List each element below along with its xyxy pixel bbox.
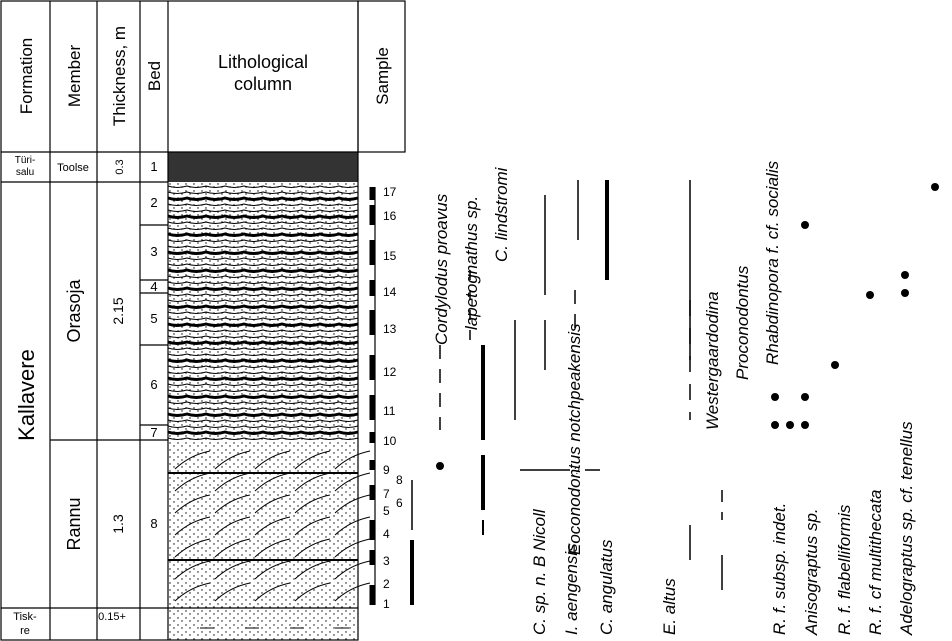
header-thickness: Thickness, m: [110, 26, 129, 126]
sample-label: 2: [383, 577, 390, 591]
taxon-label: C. lindstromi: [492, 166, 511, 262]
taxon-label: I. aengensis: [562, 543, 581, 635]
header-member: Member: [65, 44, 84, 107]
taxon-label: R. f. cf multithecata: [866, 490, 885, 636]
bed-label: 1: [150, 159, 157, 174]
thickness-label: 1.3: [110, 514, 126, 534]
sample-label: 9: [383, 463, 390, 477]
formation-label: Kallavere: [14, 349, 39, 441]
sample-label: 3: [383, 554, 390, 568]
taxon-label: Proconodontus: [733, 265, 752, 380]
sample-label: 1: [383, 597, 390, 611]
taxon-label: R. f. subsp. indet.: [770, 503, 789, 635]
taxon-label: E. altus: [660, 578, 679, 635]
formation-label: Türi-: [15, 155, 36, 166]
header-lithology: column: [234, 74, 292, 94]
taxon-label: Westergaardodina: [703, 291, 722, 430]
ranges: [410, 180, 723, 605]
bed-label: 7: [150, 425, 157, 440]
member-label: Rannu: [64, 497, 84, 550]
header-lithology: Lithological: [218, 52, 308, 72]
bed-label: 4: [150, 279, 157, 294]
sample-label: 12: [383, 365, 397, 379]
taxon-label: Adelograptus sp. cf. tenellus: [897, 421, 916, 636]
taxon-label: Cordylodus proavus: [432, 193, 451, 345]
thickness-label: 0.15+: [98, 611, 126, 623]
sample-label: 16: [383, 209, 397, 223]
sample-label: 14: [383, 285, 397, 299]
query-mark: ?: [574, 466, 580, 477]
sample-label: 13: [383, 322, 397, 336]
occurrences: [436, 183, 939, 470]
taxon-label: lapetognathus sp.: [462, 196, 481, 330]
sample-label: 17: [383, 185, 397, 199]
bed-label: 8: [150, 516, 157, 531]
thickness-label: 2.15: [110, 297, 126, 324]
formation-label: Tisk-: [13, 611, 37, 623]
taxon-label: Eoconodontus notchpeakensis: [565, 323, 584, 555]
thickness-label: 0.3: [114, 159, 126, 174]
formation-label: salu: [16, 167, 34, 178]
taxon-label: R. f. flabelliformis: [835, 504, 854, 635]
bed-label: 3: [150, 244, 157, 259]
taxon-label: C. angulatus: [597, 539, 616, 635]
sample-label: 8: [396, 473, 403, 487]
member-label: Orasoja: [64, 279, 84, 343]
table-frame: [0, 0, 406, 641]
lithology: [167, 152, 371, 641]
taxon-label: Rhabdinopora f. cf. socialis: [763, 160, 782, 365]
sample-label: 6: [396, 496, 403, 510]
bed-label: 5: [150, 311, 157, 326]
header-sample: Sample: [373, 47, 392, 105]
sample-label: 4: [383, 527, 390, 541]
sample-label: 15: [383, 249, 397, 263]
formation-label: re: [20, 625, 30, 637]
sample-label: 11: [383, 404, 396, 418]
sample-label: 7: [383, 487, 390, 501]
header-formation: Formation: [17, 38, 36, 115]
taxon-label: Anisograptus sp.: [802, 508, 821, 636]
sample-label: 5: [383, 504, 390, 518]
member-label: Toolse: [57, 162, 89, 174]
taxon-label: C. sp. n. B Nicoll: [530, 508, 549, 635]
bed-label: 6: [150, 377, 157, 392]
sample-bar: [369, 187, 376, 605]
bed-label: 2: [150, 195, 157, 210]
sample-label: 10: [383, 434, 397, 448]
header-bed: Bed: [145, 61, 164, 91]
